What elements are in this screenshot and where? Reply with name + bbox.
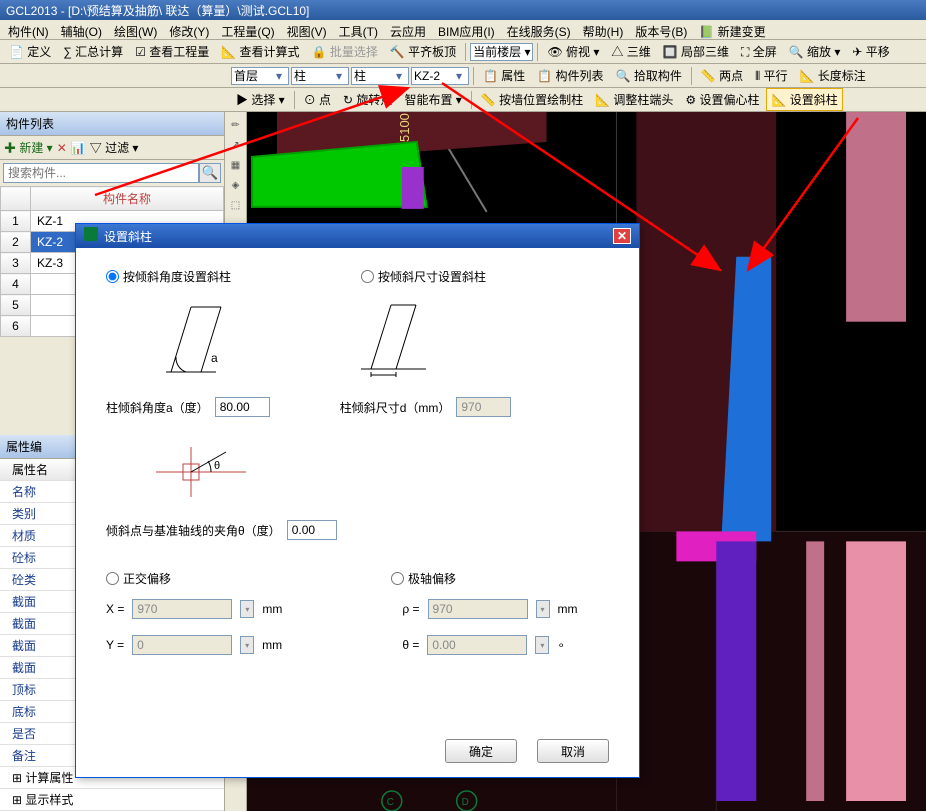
length-dim-button[interactable]: 📐 长度标注 [795,64,871,87]
menu-item[interactable]: 工具(T) [335,22,382,37]
slant-column-dialog: 设置斜柱 ✕ 按倾斜角度设置斜柱 按倾斜尺寸设置斜柱 a [75,223,640,778]
cancel-button[interactable]: 取消 [537,739,609,763]
dialog-icon [84,227,98,241]
combo-floor[interactable]: 首层▾ [231,67,289,85]
radio-size[interactable]: 按倾斜尺寸设置斜柱 [361,268,486,285]
zoom-button[interactable]: 🔍 缩放 ▾ [784,40,846,63]
offset-col-button[interactable]: ⚙ 设置偏心柱 [680,88,764,111]
label-d: 柱倾斜尺寸d（mm） [340,399,451,416]
point-button[interactable]: ⊙ 点 [299,88,336,111]
floor-combo[interactable]: 当前楼层 ▾ [470,43,533,61]
3d-button[interactable]: △ 三维 [606,40,655,63]
pick-button[interactable]: 🔍 拾取构件 [611,64,687,87]
batch-select-button[interactable]: 🔒 批量选择 [307,40,383,63]
svg-text:D: D [462,797,469,808]
label-rho: ρ = [402,602,419,616]
radio-polar[interactable]: 极轴偏移 [391,570,456,587]
combo-type1[interactable]: 柱▾ [291,67,349,85]
label-theta2: θ = [402,638,419,652]
svg-text:θ: θ [214,460,220,472]
input-theta2 [427,635,527,655]
menu-item[interactable]: 辅轴(O) [57,22,106,37]
label-x: X = [106,602,124,616]
filter-button[interactable]: ▽ 过滤 ▾ [90,139,139,156]
combo-member[interactable]: KZ-2▾ [411,67,469,85]
two-point-button[interactable]: 📏 两点 [696,64,748,87]
panel-title: 构件列表 [0,112,224,136]
search-input[interactable] [3,163,199,183]
menu-item[interactable]: 视图(V) [283,22,331,37]
new-button[interactable]: ✚ 新建 ▾ [4,139,53,156]
delete-button[interactable]: ✕ [57,141,67,155]
input-x [132,599,232,619]
label-y: Y = [106,638,124,652]
toolbar-1: 📄 定义 ∑ 汇总计算 ☑ 查看工程量 📐 查看计算式 🔒 批量选择 🔨 平齐板… [0,40,926,64]
align-top-button[interactable]: 🔨 平齐板顶 [385,40,461,63]
svg-text:C: C [387,797,394,808]
input-rho [428,599,528,619]
top-view-button[interactable]: 👁 俯视 ▾ [542,40,604,63]
label-a: 柱倾斜角度a（度） [106,399,209,416]
view-formula-button[interactable]: 📐 查看计算式 [216,40,304,63]
adjust-end-button[interactable]: 📐 调整柱端头 [590,88,678,111]
menu-item[interactable]: 构件(N) [4,22,53,37]
slant-col-button[interactable]: 📐 设置斜柱 [766,88,842,111]
size-diagram: d [356,297,436,377]
menu-item[interactable]: 版本号(B) [631,22,691,37]
ok-button[interactable]: 确定 [445,739,517,763]
svg-text:a: a [211,351,218,365]
angle-diagram: a [156,297,236,377]
sum-button[interactable]: ∑ 汇总计算 [58,40,128,63]
toolbar-2: 首层▾ 柱▾ 柱▾ KZ-2▾ 📋 属性 📋 构件列表 🔍 拾取构件 📏 两点 … [0,64,926,88]
menu-item[interactable]: 绘图(W) [110,22,161,37]
menu-item[interactable]: 工程量(Q) [217,22,278,37]
dialog-title: 设置斜柱 [104,230,152,244]
menu-item[interactable]: 修改(Y) [165,22,213,37]
side-button[interactable]: ↗ [227,136,245,154]
panel-tools: ✚ 新建 ▾ ✕ 📊 ▽ 过滤 ▾ [0,136,224,160]
menu-item[interactable]: 📗 新建变更 [695,22,769,37]
side-button[interactable]: ◈ [227,176,245,194]
radio-ortho[interactable]: 正交偏移 [106,570,171,587]
radio-angle[interactable]: 按倾斜角度设置斜柱 [106,268,231,285]
fullscreen-button[interactable]: ⛶ 全屏 [736,40,782,63]
side-button[interactable]: ⬚ [227,196,245,214]
member-list-button[interactable]: 📋 构件列表 [532,64,608,87]
title-bar: GCL2013 - [D:\预结算及抽筋\ 联达（算量）\测试.GCL10] [0,0,926,20]
sort-button[interactable]: 📊 [71,141,86,155]
input-size-d [456,397,511,417]
input-angle-a[interactable] [215,397,270,417]
draw-by-wall-button[interactable]: 📏 按墙位置绘制柱 [476,88,588,111]
side-button[interactable]: ✏ [227,116,245,134]
app-title: GCL2013 - [D:\预结算及抽筋\ 联达（算量）\测试.GCL10] [6,4,309,18]
side-button[interactable]: ▦ [227,156,245,174]
dialog-titlebar[interactable]: 设置斜柱 ✕ [76,224,639,248]
search-button[interactable]: 🔍 [199,163,221,183]
view-qty-button[interactable]: ☑ 查看工程量 [130,40,214,63]
menu-item[interactable]: 云应用 [386,22,430,37]
define-button[interactable]: 📄 定义 [4,40,56,63]
local-3d-button[interactable]: 🔲 局部三维 [658,40,734,63]
input-y [132,635,232,655]
parallel-button[interactable]: ⫴ 平行 [750,64,792,87]
props-button[interactable]: 📋 属性 [478,64,530,87]
combo-type2[interactable]: 柱▾ [351,67,409,85]
pan-button[interactable]: ✈ 平移 [847,40,894,63]
menu-item[interactable]: BIM应用(I) [434,22,499,37]
rotate-point-button[interactable]: ↻ 旋转点 [338,88,397,111]
smart-layout-button[interactable]: 智能布置 ▾ [399,88,466,111]
menu-item[interactable]: 在线服务(S) [503,22,575,37]
select-button[interactable]: ▶ 选择 ▾ [231,88,290,111]
menu-item[interactable]: 帮助(H) [579,22,628,37]
toolbar-3: ▶ 选择 ▾ ⊙ 点 ↻ 旋转点 智能布置 ▾ 📏 按墙位置绘制柱 📐 调整柱端… [0,88,926,112]
svg-text:d: d [379,376,385,377]
input-theta[interactable] [287,520,337,540]
theta-diagram: θ [156,447,246,497]
axis-label: 5100 [397,113,412,142]
close-button[interactable]: ✕ [613,228,631,244]
prop-footer[interactable]: ⊞ 显示样式 [0,789,224,811]
col-header: 构件名称 [31,187,224,211]
menu-bar: 构件(N) 辅轴(O) 绘图(W) 修改(Y) 工程量(Q) 视图(V) 工具(… [0,20,926,40]
label-theta: 倾斜点与基准轴线的夹角θ（度） [106,522,281,539]
